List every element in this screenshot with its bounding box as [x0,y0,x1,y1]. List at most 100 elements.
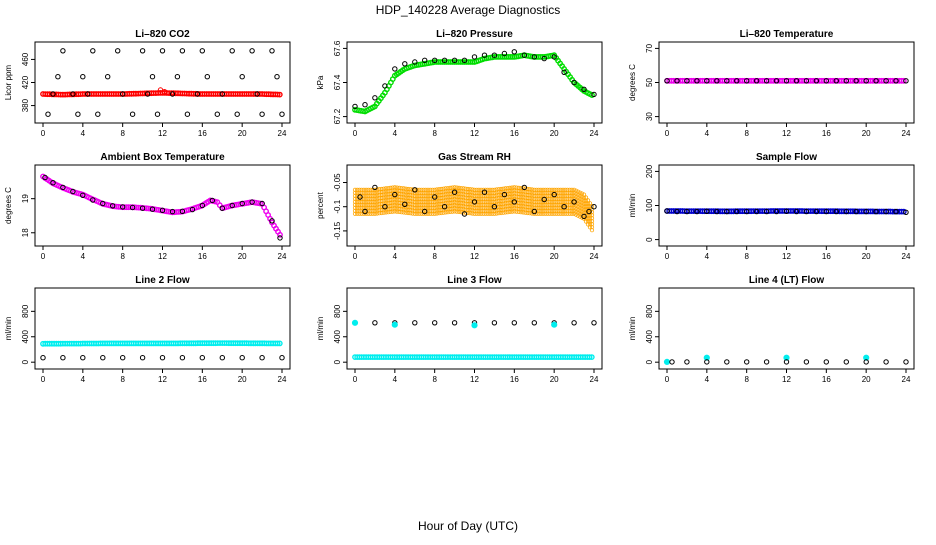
data-point [514,209,519,214]
data-point [115,48,121,54]
plot-title: Gas Stream RH [438,152,511,163]
data-point [541,196,547,203]
data-point [184,111,191,117]
data-point [451,320,458,326]
data-point [516,209,521,214]
x-tick-label: 12 [470,375,479,384]
x-tick-label: 16 [198,375,207,384]
x-tick-label: 4 [81,252,86,261]
data-point [391,321,398,328]
data-point [773,78,780,84]
data-point [853,78,859,84]
data-point [571,320,577,326]
data-point [903,359,909,365]
data-point [853,208,859,215]
x-tick-label: 16 [510,252,519,261]
data-point [554,211,559,216]
y-tick-label: -0.1 [333,199,342,213]
y-tick-label: 18 [21,228,30,237]
data-point [239,74,245,80]
data-point [219,91,226,97]
data-point [417,211,422,216]
data-point [753,78,760,84]
data-point [903,209,909,216]
data-point [259,111,265,117]
x-tick-label: 0 [665,375,670,384]
data-point [383,210,389,215]
x-tick-label: 0 [665,129,670,138]
data-point [60,48,66,54]
plot-8: Line 3 Flow ml/min 0 4 8 12 16 20 24 0 400 800 [316,275,603,384]
data-point [586,208,592,215]
data-point [487,211,493,216]
data-point [823,208,829,215]
series-cyan-marks [351,319,558,329]
data-point [501,50,508,57]
data-point [883,359,889,365]
series-diag [669,359,909,365]
x-tick-label: 20 [550,252,559,261]
data-point [154,111,161,117]
data-point [704,78,710,84]
x-tick-label: 4 [393,129,398,138]
data-point [669,359,675,365]
data-point [521,210,526,215]
y-axis-label: percent [316,191,325,218]
data-point [724,78,730,84]
data-point [169,91,176,97]
x-tick-label: 8 [120,375,125,384]
x-tick-label: 8 [744,129,749,138]
data-point [883,78,889,84]
data-point [571,199,577,205]
data-point [585,222,591,227]
data-point [269,218,275,224]
data-point [139,205,146,211]
x-tick-label: 8 [744,375,749,384]
data-point [567,211,572,216]
data-point [783,78,790,84]
data-point [60,184,66,191]
data-point [490,211,495,216]
y-axis-label: degrees C [4,187,13,224]
data-point [229,202,235,209]
data-point [352,103,358,110]
data-point [408,211,413,216]
data-point [441,204,448,210]
data-point [551,321,558,328]
data-point [179,355,186,361]
data-point [509,209,515,214]
data-point [40,355,46,361]
data-point [558,211,563,216]
data-point [432,320,438,326]
x-tick-label: 24 [278,252,287,261]
data-point [80,355,86,361]
x-tick-label: 12 [782,252,791,261]
data-point [70,188,76,195]
data-point [430,211,435,216]
data-point [279,111,285,117]
x-tick-label: 0 [41,129,46,138]
data-point [159,207,166,214]
data-point [476,211,481,216]
plot-4: Ambient Box Temperature degrees C 0 4 8 12 16 2… [4,152,291,261]
data-point [441,210,446,215]
data-point [561,69,567,76]
data-point [684,359,690,365]
data-point [105,74,111,80]
plot-title: Sample Flow [756,152,817,163]
data-point [463,210,468,215]
data-point [401,210,406,215]
x-tick-label: 24 [278,129,287,138]
data-point [362,102,368,108]
plot-7: Line 2 Flow ml/min 0 4 8 12 16 20 24 0 400 800 [4,275,291,384]
x-tick-label: 20 [862,252,871,261]
x-tick-label: 8 [432,252,437,261]
data-point [392,209,397,214]
plot-2: Li–820 Pressure kPa 0 4 8 12 16 20 24 67.2 67.4 67.… [316,29,603,138]
data-point [481,211,486,216]
data-point [239,200,245,207]
data-point [450,209,455,214]
data-point [893,208,899,215]
data-point [523,210,528,215]
data-point [512,209,517,214]
